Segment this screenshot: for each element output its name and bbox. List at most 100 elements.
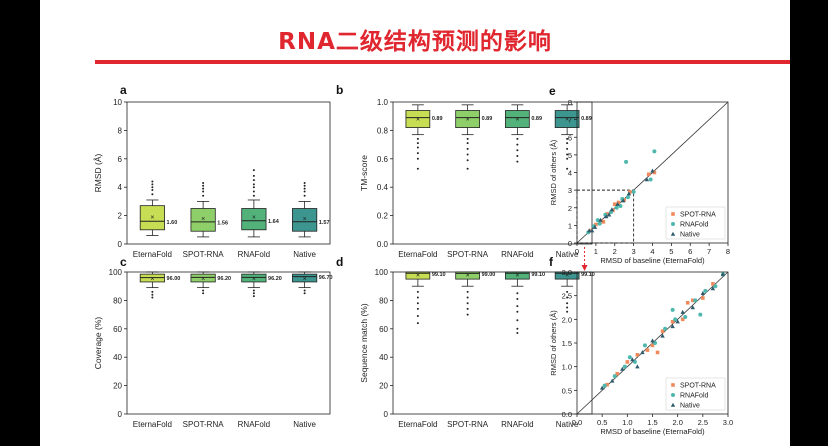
x-tick-label: Native — [556, 250, 579, 259]
x-tick-label: Native — [556, 420, 579, 429]
point-circle — [698, 312, 703, 317]
median-value-label: 1.57 — [319, 220, 330, 226]
y-tick-label: 0 — [568, 239, 572, 248]
y-axis-label: Coverage (%) — [93, 317, 103, 370]
mean-marker: × — [466, 272, 470, 279]
point-circle — [627, 355, 632, 360]
outlier-point — [466, 313, 469, 316]
x-tick-label: 8 — [726, 247, 730, 256]
legend-box — [665, 206, 726, 240]
point-triangle — [587, 228, 592, 233]
outlier-point — [416, 307, 419, 310]
y-tick-label: 6 — [118, 155, 123, 164]
median-value-label: 99.00 — [482, 272, 496, 278]
series-SPOT-RNA — [605, 282, 715, 387]
outlier-point — [416, 315, 419, 318]
box-body — [505, 110, 530, 128]
x-tick-label: 3.0 — [723, 418, 733, 427]
x-tick-label: RNAFold — [238, 250, 270, 259]
legend: SPOT-RNA RNAFold Native — [665, 206, 726, 240]
box-body — [455, 271, 480, 280]
x-tick-label: EternaFold — [398, 420, 437, 429]
mean-marker: × — [252, 276, 256, 283]
median-value-label: 96.20 — [217, 276, 231, 282]
y-tick-label: 60 — [113, 325, 122, 334]
outlier-point — [466, 142, 469, 145]
median-value-label: 96.00 — [167, 276, 181, 282]
point-triangle — [604, 214, 609, 219]
point-square — [680, 317, 685, 322]
y-tick-label: 100 — [375, 268, 389, 277]
legend-label: RNAFold — [680, 393, 709, 400]
point-circle — [624, 159, 629, 164]
y-axis-label: Sequence match (%) — [359, 303, 369, 383]
point-square — [601, 220, 606, 224]
box-SPOT-RNA: × 96.20 SPOT-RNA — [183, 271, 231, 429]
mean-marker: × — [201, 216, 205, 223]
outlier-point — [566, 157, 569, 160]
legend-label: RNAFold — [680, 222, 709, 229]
outlier-point — [151, 180, 154, 183]
x-tick-label: 7 — [707, 247, 711, 256]
mean-marker: × — [303, 276, 307, 283]
outlier-point — [516, 160, 519, 163]
median-value-label: 96.70 — [319, 275, 333, 281]
y-tick-label: 0.0 — [562, 410, 572, 419]
outlier-point — [416, 157, 419, 160]
median-value-label: 0.89 — [432, 116, 443, 122]
outlier-point — [566, 147, 569, 150]
point-circle — [597, 221, 602, 226]
outlier-point — [466, 137, 469, 140]
panel-label: f — [549, 255, 554, 269]
y-tick-label: 1.0 — [377, 98, 389, 107]
zoom-region-box — [576, 189, 635, 244]
y-tick-label: 4 — [568, 169, 572, 178]
point-square — [671, 212, 675, 216]
box-EternaFold: × 0.89 EternaFold — [398, 104, 443, 259]
point-square — [622, 198, 626, 202]
outlier-point — [202, 181, 205, 184]
point-square — [646, 172, 651, 177]
outlier-point — [303, 187, 306, 190]
outlier-point — [416, 142, 419, 145]
point-triangle — [675, 319, 680, 324]
x-tick-label: Native — [293, 250, 316, 259]
point-circle — [648, 177, 653, 182]
box-body — [292, 273, 318, 283]
y-axis-label: TM-score — [359, 155, 369, 191]
x-tick-label: 0 — [575, 247, 579, 256]
point-triangle — [609, 207, 615, 212]
outlier-point — [252, 183, 255, 186]
outlier-point — [151, 189, 154, 192]
point-square — [612, 202, 617, 207]
median-value-label: 0.89 — [482, 116, 493, 122]
box-body — [405, 271, 431, 280]
box-body — [455, 110, 480, 128]
mean-marker: × — [150, 276, 154, 283]
point-circle — [671, 393, 675, 397]
legend-label: Native — [680, 403, 700, 410]
point-square — [650, 343, 655, 348]
point-circle — [670, 307, 675, 312]
series-RNAFold — [586, 149, 657, 235]
point-triangle — [680, 309, 685, 314]
y-tick-label: 6 — [568, 133, 572, 142]
y-tick-label: 40 — [113, 353, 122, 362]
point-triangle — [630, 357, 635, 362]
y-tick-label: 3.0 — [562, 268, 572, 277]
box-Native: × 96.70 Native — [292, 271, 333, 429]
outlier-point — [466, 290, 469, 293]
outlier-point — [252, 179, 255, 182]
median-value-label: 1.56 — [217, 220, 228, 226]
y-tick-label: 10 — [113, 98, 122, 107]
y-tick-label: 0.0 — [377, 240, 389, 249]
y-axis-label: RMSD (Å) — [93, 153, 103, 192]
x-axis-label: RMSD of baseline (EternaFold) — [600, 256, 705, 265]
x-tick-label: SPOT-RNA — [447, 420, 489, 429]
mean-marker: × — [515, 117, 519, 124]
box-Native: × 1.57 Native — [292, 181, 330, 259]
point-square — [616, 200, 621, 205]
outlier-point — [151, 183, 154, 186]
median-value-label: 1.64 — [268, 219, 280, 225]
axes-frame — [126, 271, 331, 415]
